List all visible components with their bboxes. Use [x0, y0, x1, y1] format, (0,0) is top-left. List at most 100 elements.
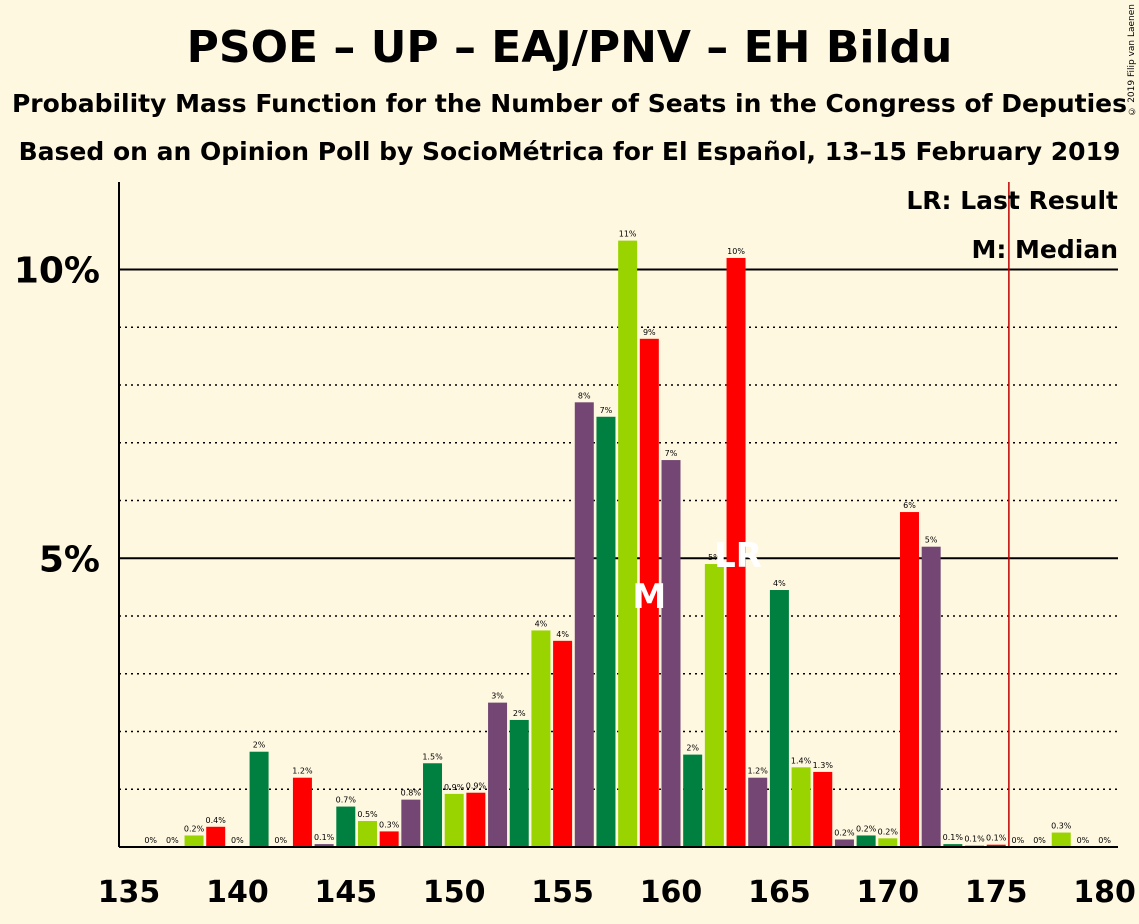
bar-163 [726, 257, 746, 847]
bar-label-154: 4% [535, 619, 548, 628]
bar-label-176: 0% [1012, 836, 1025, 845]
bar-139 [206, 826, 226, 847]
bar-171 [899, 512, 919, 847]
bar-152 [488, 702, 508, 847]
bar-169 [856, 835, 876, 847]
bar-168 [834, 839, 854, 847]
legend-median: M: Median [971, 235, 1118, 264]
chart-subtitle-pmf: Probability Mass Function for the Number… [11, 89, 1128, 118]
x-tick-135: 135 [98, 875, 161, 910]
bar-138 [184, 835, 204, 847]
bar-label-136: 0% [144, 836, 157, 845]
bar-label-140: 0% [231, 836, 244, 845]
bar-159 [639, 338, 659, 847]
bar-label-172: 5% [925, 536, 938, 545]
x-tick-140: 140 [206, 875, 269, 910]
bar-164 [748, 777, 768, 847]
bar-label-155: 4% [556, 630, 569, 639]
last-result-marker: LR [714, 536, 762, 576]
bar-165 [769, 590, 789, 847]
bar-141 [249, 751, 269, 847]
legend-last-result: LR: Last Result [906, 186, 1118, 215]
x-tick-165: 165 [748, 875, 811, 910]
bar-label-175: 0.1% [986, 834, 1007, 843]
bar-label-179: 0% [1077, 836, 1090, 845]
bar-162 [704, 564, 724, 847]
chart-subtitle-poll: Based on an Opinion Poll by SocioMétrica… [18, 137, 1121, 166]
bar-label-152: 3% [491, 692, 504, 701]
bar-143 [292, 777, 312, 847]
markers-group: M LR [632, 182, 1010, 847]
bar-167 [813, 771, 833, 847]
bar-170 [878, 838, 898, 847]
bar-150 [444, 793, 464, 847]
bar-label-142: 0% [274, 836, 287, 845]
bar-146 [357, 821, 377, 847]
bar-label-157: 7% [600, 406, 613, 415]
median-marker: M [632, 577, 666, 617]
bar-157 [596, 416, 616, 847]
bar-145 [336, 806, 356, 847]
bar-label-168: 0.2% [834, 828, 855, 837]
y-tick-5: 5% [39, 539, 100, 580]
bar-144 [314, 844, 334, 847]
bar-label-149: 1.5% [422, 752, 443, 761]
bar-label-171: 6% [903, 501, 916, 510]
bar-label-161: 2% [686, 744, 699, 753]
bar-label-164: 1.2% [748, 767, 769, 776]
bar-label-178: 0.3% [1051, 822, 1072, 831]
bar-161 [683, 754, 703, 847]
bar-label-151: 0.9% [466, 782, 487, 791]
bar-178 [1051, 832, 1071, 847]
bar-label-146: 0.5% [357, 810, 378, 819]
bar-label-180: 0% [1098, 836, 1111, 845]
x-tick-160: 160 [640, 875, 703, 910]
x-tick-170: 170 [856, 875, 919, 910]
bar-172 [921, 546, 941, 847]
x-tick-180: 180 [1073, 875, 1136, 910]
bar-label-165: 4% [773, 579, 786, 588]
bar-label-138: 0.2% [184, 824, 205, 833]
bar-153 [509, 719, 529, 847]
bar-label-159: 9% [643, 328, 656, 337]
bar-160 [661, 460, 681, 847]
bar-147 [379, 831, 399, 847]
bar-label-145: 0.7% [336, 796, 357, 805]
bar-label-147: 0.3% [379, 820, 400, 829]
bar-151 [466, 792, 486, 847]
bar-label-174: 0.1% [964, 834, 985, 843]
bar-166 [791, 767, 811, 847]
bar-154 [531, 630, 551, 847]
chart-title: PSOE – UP – EAJ/PNV – EH Bildu [186, 22, 953, 73]
bars-group [184, 240, 1071, 847]
bar-155 [553, 640, 573, 847]
bar-173 [943, 844, 963, 847]
bar-149 [423, 763, 443, 847]
x-tick-155: 155 [531, 875, 594, 910]
bar-label-160: 7% [665, 449, 678, 458]
bar-label-144: 0.1% [314, 833, 335, 842]
y-tick-10: 10% [14, 251, 100, 292]
x-tick-145: 145 [314, 875, 377, 910]
bar-label-139: 0.4% [206, 816, 227, 825]
bar-175 [986, 844, 1006, 847]
axes-group: 135 140 145 150 155 160 165 170 175 180 5% 10% [14, 182, 1136, 910]
bar-label-163: 10% [727, 247, 745, 256]
bar-148 [401, 799, 421, 847]
bar-label-158: 11% [619, 230, 637, 239]
bar-label-143: 1.2% [292, 767, 313, 776]
x-tick-175: 175 [965, 875, 1028, 910]
bar-label-153: 2% [513, 709, 526, 718]
bar-label-173: 0.1% [943, 833, 964, 842]
bar-158 [618, 240, 638, 847]
bar-label-169: 0.2% [856, 824, 877, 833]
bar-label-170: 0.2% [878, 827, 899, 836]
bar-label-167: 1.3% [813, 761, 834, 770]
bar-label-137: 0% [166, 836, 179, 845]
bar-label-162: 5% [708, 553, 721, 562]
bar-label-166: 1.4% [791, 756, 812, 765]
bar-label-177: 0% [1033, 836, 1046, 845]
bar-label-141: 2% [253, 741, 266, 750]
bar-label-148: 0.8% [401, 789, 422, 798]
